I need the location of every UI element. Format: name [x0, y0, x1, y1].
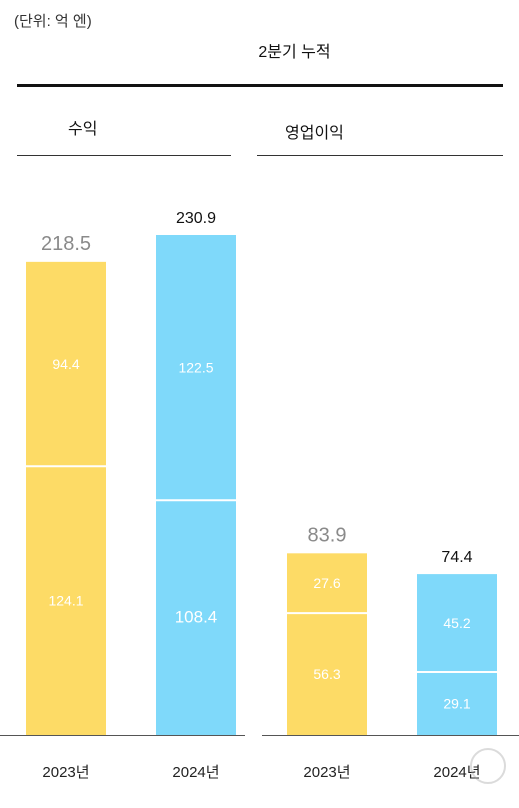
- unit-label: (단위: 억 엔): [14, 13, 92, 30]
- revenue-panel-title: 수익: [68, 121, 98, 138]
- segment-value-label: 124.1: [48, 593, 83, 609]
- segment-value-label: 56.3: [313, 666, 340, 682]
- bar-segment: [156, 500, 236, 735]
- bar-segment: [287, 553, 367, 614]
- bar-total-label: 83.9: [308, 524, 347, 546]
- watermark-logo-icon: [470, 748, 506, 784]
- category-label: 2024년: [433, 764, 480, 781]
- category-label: 2023년: [303, 764, 350, 781]
- segment-value-label: 45.2: [443, 615, 470, 631]
- bar-segment: [417, 671, 497, 735]
- bar-segment: [417, 574, 497, 672]
- period-label: 2분기 누적: [258, 44, 331, 61]
- bar-segment: [156, 235, 236, 501]
- bar-segment: [287, 613, 367, 735]
- revenue-baseline: [0, 735, 245, 736]
- bar-segment: [26, 466, 106, 735]
- category-label: 2023년: [42, 764, 89, 781]
- bar-segment: [26, 261, 106, 467]
- bar-total-label: 230.9: [176, 210, 216, 227]
- category-label: 2024년: [172, 764, 219, 781]
- operating-profit-baseline: [262, 735, 519, 736]
- operating-profit-panel-title: 영업이익: [285, 125, 344, 142]
- bar-total-label: 74.4: [441, 549, 472, 566]
- header-divider: [17, 84, 503, 87]
- segment-value-label: 108.4: [175, 608, 218, 627]
- segment-value-label: 27.6: [313, 575, 340, 591]
- segment-value-label: 29.1: [443, 695, 470, 711]
- segment-value-label: 94.4: [52, 356, 79, 372]
- bar-total-label: 218.5: [41, 233, 91, 255]
- operating-profit-title-underline: [257, 155, 503, 156]
- segment-value-label: 122.5: [178, 360, 213, 376]
- revenue-title-underline: [17, 155, 231, 156]
